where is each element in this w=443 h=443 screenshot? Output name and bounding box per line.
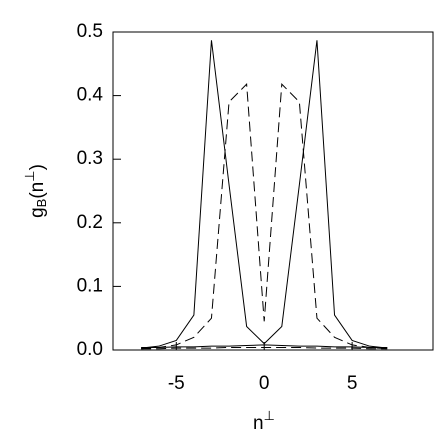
y-tick-label: 0.3 (77, 148, 103, 169)
y-axis-label: gB(n⊥) (22, 164, 49, 218)
x-tick-label: 5 (347, 373, 358, 394)
y-tick-label: 0.1 (77, 275, 103, 296)
y-tick-label: 0.5 (77, 21, 103, 42)
x-axis-label: n⊥ (253, 408, 275, 434)
y-tick-label: 0.0 (77, 339, 103, 360)
series-line (141, 83, 388, 350)
y-label-end: ) (27, 164, 48, 170)
y-label-base: g (27, 207, 48, 218)
x-tick-label: 0 (259, 373, 270, 394)
series-line (141, 344, 388, 348)
x-label-base: n (253, 413, 264, 434)
series-line (141, 346, 388, 350)
x-label-sup: ⊥ (264, 408, 275, 423)
y-label-mid: (n (27, 182, 48, 199)
y-label-sub: B (34, 199, 49, 208)
x-tick-label: -5 (168, 373, 185, 394)
series-line (141, 40, 388, 349)
plot-frame (112, 31, 434, 351)
y-tick-label: 0.2 (77, 212, 103, 233)
y-label-sup: ⊥ (22, 170, 37, 181)
y-tick-label: 0.4 (77, 85, 104, 106)
